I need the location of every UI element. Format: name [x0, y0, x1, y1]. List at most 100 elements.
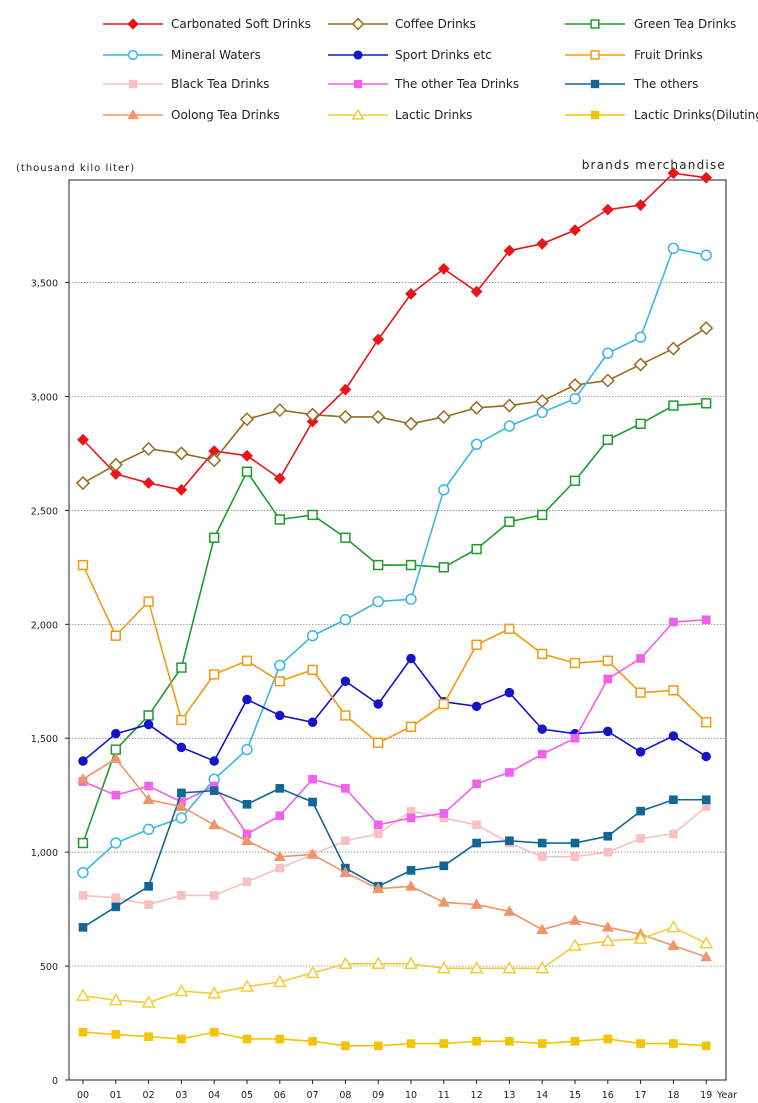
data-point	[603, 847, 613, 857]
data-point	[275, 784, 285, 793]
data-point	[667, 167, 680, 180]
data-point	[176, 742, 187, 753]
data-point	[635, 687, 646, 698]
data-point	[142, 823, 155, 836]
data-point	[699, 936, 714, 949]
legend-swatch-marker	[127, 49, 139, 61]
legend-swatch-marker	[590, 110, 600, 120]
data-point	[306, 630, 319, 642]
data-point	[176, 662, 187, 673]
y-tick-label: 1,000	[31, 848, 58, 859]
data-point	[634, 331, 647, 343]
series-line	[82, 805, 707, 906]
series-coffee-drinks	[75, 321, 714, 491]
x-tick-label: 12	[471, 1090, 483, 1101]
data-point	[700, 171, 713, 184]
data-point	[109, 468, 122, 480]
data-point	[207, 453, 222, 468]
legend-label: The others	[633, 77, 698, 91]
x-tick-label: 05	[241, 1090, 253, 1101]
data-point	[537, 838, 547, 848]
data-point	[174, 983, 189, 997]
x-tick-label: 03	[175, 1090, 187, 1101]
legend-label: Carbonated Soft Drinks	[171, 17, 311, 31]
data-point	[436, 409, 451, 425]
data-point	[603, 1034, 613, 1044]
data-point	[372, 595, 384, 608]
data-point	[373, 699, 383, 709]
data-point	[111, 790, 121, 800]
data-point	[470, 285, 483, 298]
data-point	[406, 866, 416, 875]
data-point	[141, 995, 156, 1008]
data-point	[111, 1030, 121, 1039]
legend-item: Black Tea Drinks	[103, 77, 269, 91]
x-tick-label: 08	[339, 1090, 351, 1101]
data-point	[273, 850, 286, 862]
data-point	[338, 409, 353, 425]
data-point	[175, 483, 188, 496]
x-tick-label: 07	[307, 1090, 319, 1101]
data-point	[570, 852, 580, 862]
data-point	[537, 648, 548, 660]
data-point	[109, 752, 122, 764]
data-point	[141, 441, 156, 456]
data-point	[274, 514, 285, 525]
data-point	[602, 655, 613, 666]
data-point	[77, 837, 89, 849]
data-point	[567, 938, 583, 951]
data-point	[177, 891, 186, 900]
x-tick-label: 18	[667, 1090, 679, 1101]
data-point	[503, 244, 516, 257]
data-point	[537, 749, 547, 759]
data-point	[340, 676, 351, 687]
data-point	[504, 516, 515, 527]
data-point	[405, 880, 417, 891]
data-point	[75, 988, 91, 1001]
data-point	[537, 724, 547, 734]
data-point	[207, 986, 222, 999]
legend-label: Black Tea Drinks	[171, 77, 269, 91]
legend-item: The others	[565, 77, 698, 91]
data-point	[111, 893, 121, 903]
legend-item: The other Tea Drinks	[328, 77, 519, 91]
data-point	[143, 710, 154, 721]
legend-swatch-marker	[351, 108, 365, 120]
y-tick-label: 500	[40, 962, 58, 973]
y-tick-label: 3,000	[31, 392, 58, 403]
data-point	[144, 900, 153, 909]
legend-swatch-marker	[590, 50, 600, 60]
data-point	[405, 288, 417, 300]
data-point	[143, 719, 154, 730]
data-point	[471, 639, 482, 650]
y-tick-label: 2,500	[31, 506, 58, 517]
data-point	[242, 877, 252, 887]
legend-swatch-marker	[128, 79, 138, 89]
data-point	[373, 829, 383, 839]
data-point	[439, 809, 449, 818]
data-point	[603, 831, 613, 841]
data-point	[308, 1036, 317, 1046]
data-point	[77, 433, 89, 446]
legend-swatch-marker	[353, 79, 363, 89]
data-point	[308, 774, 317, 784]
data-point	[504, 687, 515, 698]
data-point	[341, 836, 350, 846]
data-point	[403, 416, 419, 431]
data-point	[700, 249, 712, 261]
data-point	[666, 920, 681, 933]
y-tick-label: 0	[52, 1076, 58, 1087]
data-point	[469, 961, 484, 974]
legend-item: Carbonated Soft Drinks	[103, 17, 311, 31]
data-point	[537, 509, 548, 521]
series-lactic-drinks-diluting	[78, 1027, 711, 1051]
legend-item: Lactic Drinks	[328, 108, 472, 122]
data-point	[699, 321, 714, 336]
data-point	[144, 781, 153, 791]
data-point	[569, 224, 581, 237]
data-point	[341, 1041, 350, 1051]
data-point	[142, 477, 155, 489]
data-point	[503, 420, 516, 432]
data-point	[307, 717, 318, 728]
series-oolong-tea-drinks	[77, 752, 713, 962]
